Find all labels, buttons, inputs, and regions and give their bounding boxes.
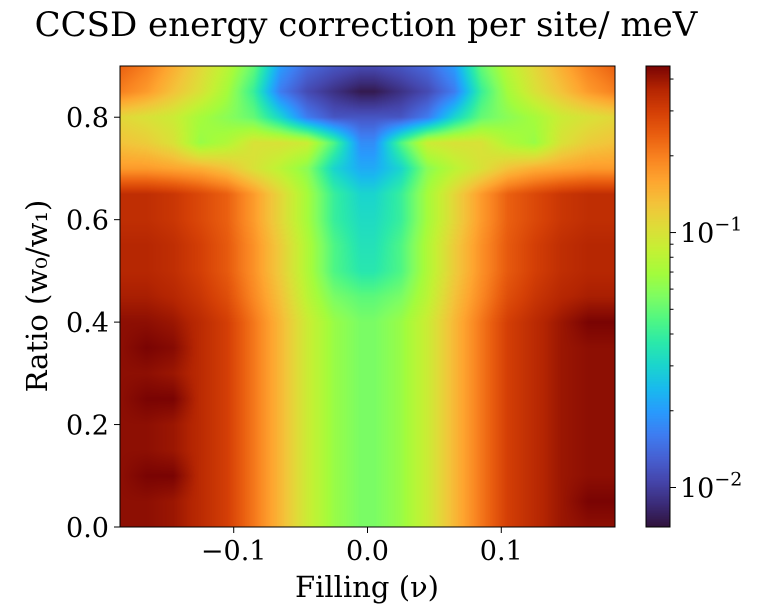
plot-area: −0.1 0.0 0.1 0.0 0.2 0.4 0.6 0.8 [66, 65, 616, 567]
x-axis-label: Filling (ν) [295, 570, 439, 604]
y-tick-label: 0.2 [66, 411, 109, 442]
y-tick-label: 0.8 [66, 103, 109, 134]
x-tick-label: −0.1 [201, 536, 267, 567]
colorbar-frame [645, 65, 671, 528]
colorbar-gradient [646, 66, 670, 527]
x-tick-label: 0.1 [480, 536, 523, 567]
colorbar-tick-label: 10−1 [680, 214, 742, 250]
colorbar-tick-base: 10 [680, 474, 714, 505]
y-axis: 0.0 0.2 0.4 0.6 0.8 [66, 103, 120, 544]
colorbar: 10−210−1 [645, 65, 742, 528]
colorbar-tick-base: 10 [680, 219, 714, 250]
chart-title: CCSD energy correction per site/ meV [35, 5, 699, 45]
colorbar-ticks: 10−210−1 [670, 78, 742, 505]
y-tick-label: 0.6 [66, 206, 109, 237]
x-tick-label: 0.0 [346, 536, 389, 567]
colorbar-tick-exponent: −2 [714, 469, 742, 491]
colorbar-tick-exponent: −1 [714, 214, 742, 236]
y-tick-label: 0.4 [66, 308, 109, 339]
colorbar-tick-label: 10−2 [680, 469, 742, 505]
y-tick-label: 0.0 [66, 513, 109, 544]
x-axis: −0.1 0.0 0.1 [201, 527, 523, 567]
heatmap-image [120, 66, 615, 527]
y-axis-label: Ratio (w₀/w₁) [20, 200, 54, 393]
